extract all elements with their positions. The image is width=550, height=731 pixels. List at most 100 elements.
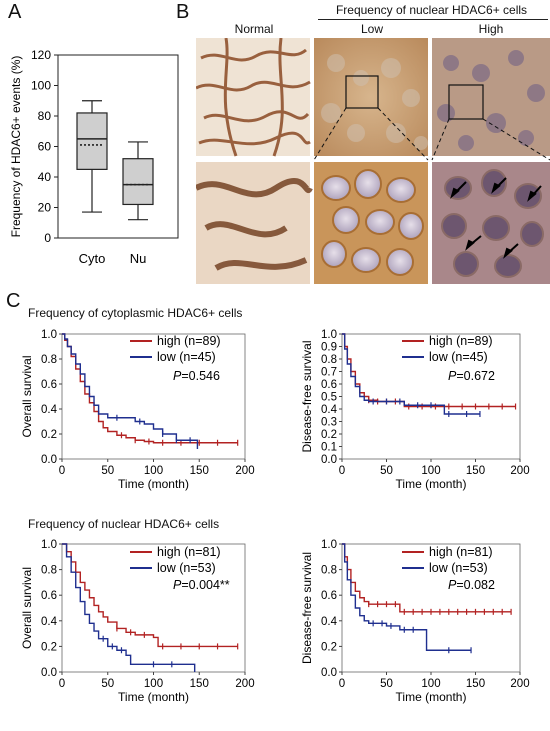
panel-label-c: C bbox=[6, 290, 21, 312]
p-value: P=0.672 bbox=[448, 369, 495, 383]
y-tick-label: 0.4 bbox=[321, 404, 338, 416]
cytoplasmic-group-title: Frequency of cytoplasmic HDAC6+ cells bbox=[28, 306, 243, 320]
x-tick-label: 100 bbox=[144, 465, 163, 477]
y-tick-label: 0 bbox=[44, 231, 51, 245]
legend-label: low (n=45) bbox=[429, 350, 488, 364]
header-rule bbox=[318, 19, 548, 20]
y-tick-label: 0.6 bbox=[41, 590, 57, 602]
y-tick-label: 0.0 bbox=[41, 667, 57, 679]
x-axis-label: Time (month) bbox=[118, 477, 189, 491]
km-plot-nuclear-disease-free-survival: 0.0 0.2 0.4 0.6 0.8 1.0 0 50 100 150 200 Time (mont… bbox=[300, 539, 530, 704]
y-tick-label: 0.4 bbox=[321, 616, 338, 628]
y-tick-label: 80 bbox=[38, 109, 52, 123]
y-tick-label: 0.3 bbox=[321, 417, 337, 429]
y-tick-label: 0.0 bbox=[321, 667, 337, 679]
y-tick-label: 0.2 bbox=[41, 641, 57, 653]
y-axis-label: Disease-free survival bbox=[300, 340, 314, 452]
y-tick-label: 1.0 bbox=[41, 539, 57, 551]
y-tick-label: 0.7 bbox=[321, 367, 337, 379]
legend-label: high (n=81) bbox=[429, 545, 493, 559]
x-tick-label: 50 bbox=[380, 678, 393, 690]
y-tick-label: 0.8 bbox=[321, 565, 337, 577]
x-tick-label: 200 bbox=[235, 465, 254, 477]
nuclear-staining-arrows bbox=[450, 177, 542, 259]
survival-curve bbox=[342, 543, 512, 613]
category-label: Cyto bbox=[79, 251, 106, 266]
legend-label: low (n=45) bbox=[157, 350, 216, 364]
y-tick-label: 40 bbox=[38, 170, 52, 184]
nuclear-group-title: Frequency of nuclear HDAC6+ cells bbox=[28, 517, 220, 531]
x-tick-label: 200 bbox=[510, 465, 529, 477]
km-plot-cytoplasmic-overall-survival: 0.0 0.2 0.4 0.6 0.8 1.0 0 50 100 150 200 Time (mont… bbox=[20, 329, 255, 491]
x-tick-label: 50 bbox=[380, 465, 393, 477]
column-label-normal: Normal bbox=[234, 22, 274, 36]
x-axis-label: Time (month) bbox=[118, 690, 189, 704]
survival-curve bbox=[62, 543, 196, 672]
y-axis-label: Frequency of HDAC6+ events (%) bbox=[9, 56, 23, 238]
box-plot-frame bbox=[57, 54, 179, 239]
survival-curve bbox=[342, 543, 472, 651]
y-tick-label: 0.5 bbox=[321, 392, 337, 404]
p-value: P=0.546 bbox=[173, 369, 220, 383]
legend-label: low (n=53) bbox=[429, 561, 488, 575]
legend-label: high (n=89) bbox=[429, 334, 493, 348]
y-tick-label: 1.0 bbox=[321, 329, 337, 341]
x-tick-label: 200 bbox=[235, 678, 254, 690]
plot-frame bbox=[61, 543, 246, 673]
high-zoom-box bbox=[448, 84, 484, 120]
survival-curve bbox=[62, 333, 199, 449]
y-tick-label: 0.4 bbox=[41, 404, 58, 416]
y-tick-label: 0.8 bbox=[321, 354, 337, 366]
column-label-high: High bbox=[478, 22, 504, 36]
y-tick-label: 0.6 bbox=[321, 590, 337, 602]
survival-curve bbox=[62, 543, 238, 648]
y-axis-label: Overall survival bbox=[20, 355, 34, 437]
box bbox=[122, 158, 154, 206]
y-tick-label: 60 bbox=[38, 140, 52, 154]
micrograph-grid bbox=[196, 38, 550, 284]
p-value: P=0.082 bbox=[448, 578, 495, 592]
y-tick-label: 0.4 bbox=[41, 616, 58, 628]
y-tick-label: 0.9 bbox=[321, 342, 337, 354]
x-tick-label: 150 bbox=[190, 465, 209, 477]
box bbox=[76, 112, 108, 170]
x-tick-label: 150 bbox=[190, 678, 209, 690]
y-tick-label: 100 bbox=[31, 79, 51, 93]
panel-label-a: A bbox=[8, 1, 22, 23]
y-tick-label: 0.8 bbox=[41, 565, 57, 577]
nuclear-frequency-header: Frequency of nuclear HDAC6+ cells bbox=[335, 3, 528, 17]
x-tick-label: 0 bbox=[339, 678, 345, 690]
km-plot-nuclear-overall-survival: 0.0 0.2 0.4 0.6 0.8 1.0 0 50 100 150 200 Time (mont… bbox=[20, 539, 255, 704]
y-tick-label: 0.0 bbox=[41, 454, 57, 466]
x-tick-label: 100 bbox=[421, 465, 440, 477]
y-tick-label: 20 bbox=[38, 201, 52, 215]
panel-label-b: B bbox=[176, 1, 190, 23]
x-tick-label: 0 bbox=[339, 465, 345, 477]
p-value: P=0.004** bbox=[173, 578, 230, 592]
y-tick-label: 0.6 bbox=[321, 379, 337, 391]
low-zoom-box bbox=[345, 75, 379, 109]
box-plot: 0 20 40 60 80 100 120 Frequency of HDAC6+ event… bbox=[9, 48, 179, 266]
survival-curve bbox=[342, 333, 480, 415]
y-tick-label: 0.6 bbox=[41, 379, 57, 391]
y-tick-label: 120 bbox=[31, 48, 51, 62]
y-tick-label: 0.2 bbox=[321, 429, 337, 441]
x-tick-label: 50 bbox=[101, 465, 114, 477]
legend-label: low (n=53) bbox=[157, 561, 216, 575]
x-tick-label: 100 bbox=[421, 678, 440, 690]
x-tick-label: 150 bbox=[466, 678, 485, 690]
category-label: Nu bbox=[130, 251, 147, 266]
x-tick-label: 0 bbox=[59, 678, 65, 690]
x-tick-label: 50 bbox=[101, 678, 114, 690]
x-tick-label: 200 bbox=[510, 678, 529, 690]
y-tick-label: 1.0 bbox=[41, 329, 57, 341]
x-axis-label: Time (month) bbox=[396, 477, 467, 491]
y-axis-label: Disease-free survival bbox=[300, 552, 314, 664]
y-tick-label: 0.2 bbox=[321, 641, 337, 653]
km-plot-cytoplasmic-disease-free-survival: 0.00.10.20.30.40.50.60.70.80.91.0 0 50 100 1… bbox=[300, 329, 530, 491]
y-tick-label: 0.8 bbox=[41, 354, 57, 366]
y-axis-label: Overall survival bbox=[20, 567, 34, 649]
survival-curve bbox=[62, 333, 238, 444]
y-tick-label: 0.0 bbox=[321, 454, 337, 466]
x-tick-label: 150 bbox=[466, 465, 485, 477]
